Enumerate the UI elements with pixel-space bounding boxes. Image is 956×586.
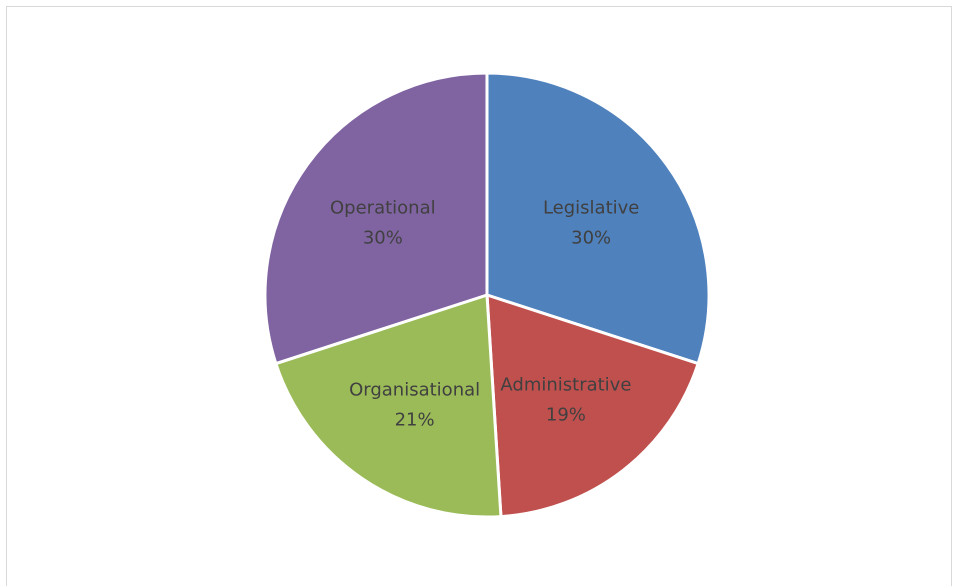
slice-percent-legislative: 30% [571, 227, 611, 248]
slice-label-organisational: Organisational [349, 379, 480, 400]
pie-data-labels: Legislative 30% Administrative 19% Organisat… [330, 197, 639, 430]
pie-slice-administrative [485, 292, 701, 519]
slice-label-operational: Operational [330, 197, 436, 218]
pie-slice-organisational [273, 292, 503, 519]
slice-percent-organisational: 21% [395, 409, 435, 430]
slice-percent-operational: 30% [363, 227, 403, 248]
slice-label-legislative: Legislative [543, 197, 639, 218]
slice-label-administrative: Administrative [500, 375, 631, 396]
pie-slices [263, 71, 711, 519]
slice-percent-administrative: 19% [546, 405, 586, 426]
pie-slice-operational [263, 71, 489, 366]
pie-slice-legislative [485, 71, 711, 366]
